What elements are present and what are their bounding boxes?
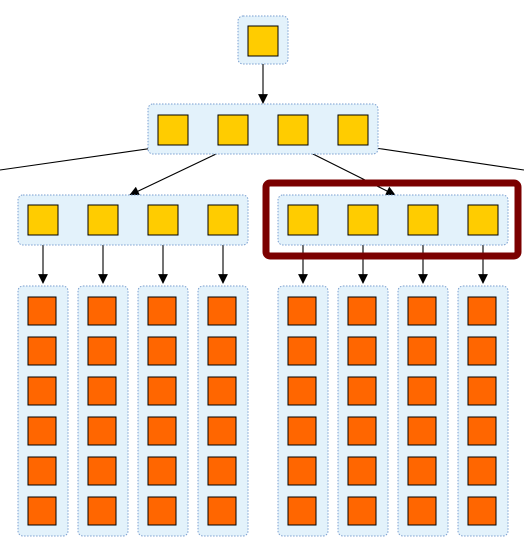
leaf-node: [207, 496, 237, 526]
leaf-node: [407, 416, 437, 446]
level2-container: [277, 194, 509, 246]
level1-node: [337, 114, 369, 146]
leaf-node: [207, 416, 237, 446]
leaf-node: [287, 456, 317, 486]
leaf-node: [87, 416, 117, 446]
leaf-node: [207, 336, 237, 366]
leaf-node: [27, 496, 57, 526]
leaf-node: [27, 416, 57, 446]
leaf-node: [147, 376, 177, 406]
level1-container: [147, 103, 379, 155]
leaf-node: [467, 336, 497, 366]
leaf-node: [467, 496, 497, 526]
level2-node: [87, 204, 119, 236]
leaf-node: [407, 496, 437, 526]
leaf-node: [27, 336, 57, 366]
highlight-box: [262, 179, 522, 260]
leaf-node: [147, 336, 177, 366]
leaf-node: [287, 296, 317, 326]
root-node: [247, 25, 279, 57]
level1-node: [277, 114, 309, 146]
level2-container: [17, 194, 249, 246]
leaf-node: [87, 296, 117, 326]
leaf-node: [347, 416, 377, 446]
level1-node: [157, 114, 189, 146]
nodes-layer: [27, 25, 499, 526]
leaf-node: [287, 416, 317, 446]
leaf-node: [287, 496, 317, 526]
highlight-layer: [262, 179, 522, 260]
leaf-node: [347, 456, 377, 486]
level1-node: [217, 114, 249, 146]
leaf-node: [467, 456, 497, 486]
leaf-node: [87, 456, 117, 486]
leaf-node: [467, 416, 497, 446]
leaf-node: [147, 416, 177, 446]
leaf-node: [87, 496, 117, 526]
level1-edge-offscreen-right: [354, 144, 524, 171]
leaf-node: [27, 296, 57, 326]
level2-node: [287, 204, 319, 236]
leaf-node: [87, 336, 117, 366]
level2-node: [347, 204, 379, 236]
leaf-node: [207, 376, 237, 406]
leaf-node: [467, 376, 497, 406]
level1-edge-offscreen-left: [0, 144, 176, 171]
level2-node: [467, 204, 499, 236]
leaf-node: [347, 496, 377, 526]
leaf-node: [27, 376, 57, 406]
leaf-node: [407, 336, 437, 366]
leaf-node: [147, 496, 177, 526]
leaf-node: [407, 456, 437, 486]
leaf-node: [147, 296, 177, 326]
leaf-node: [27, 456, 57, 486]
leaf-node: [407, 296, 437, 326]
level2-node: [207, 204, 239, 236]
leaf-node: [467, 296, 497, 326]
leaf-node: [87, 376, 117, 406]
leaf-node: [287, 376, 317, 406]
level2-node: [27, 204, 59, 236]
leaf-node: [207, 296, 237, 326]
leaf-node: [207, 456, 237, 486]
level2-node: [407, 204, 439, 236]
leaf-node: [347, 376, 377, 406]
leaf-node: [407, 376, 437, 406]
edges-layer: [0, 56, 524, 284]
leaf-node: [147, 456, 177, 486]
leaf-node: [347, 296, 377, 326]
leaf-node: [287, 336, 317, 366]
leaf-node: [347, 336, 377, 366]
level2-node: [147, 204, 179, 236]
